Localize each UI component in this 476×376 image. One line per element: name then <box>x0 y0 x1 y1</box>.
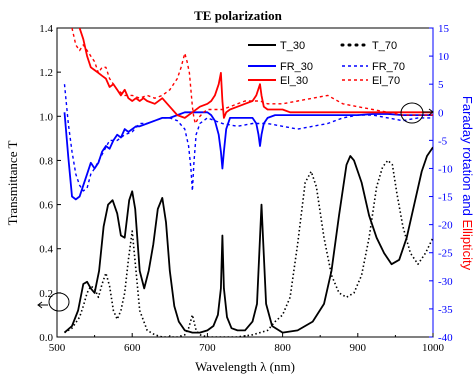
annotation-circle-right <box>400 102 424 124</box>
right-axis-ticks: -40 -35 -30 -25 -20 -15 -10 -5 0 5 10 15 <box>429 23 453 344</box>
left-tick-label: 1.0 <box>39 111 53 123</box>
right-tick-label: -40 <box>438 332 453 344</box>
left-tick-label: 0.0 <box>39 332 53 344</box>
series-line-t30 <box>63 146 433 334</box>
left-axis-ticks: 0.0 0.2 0.4 0.6 0.8 1.0 1.2 1.4 <box>39 23 61 344</box>
x-tick-label: 800 <box>274 342 291 354</box>
right-tick-label: -5 <box>438 135 448 147</box>
legend-label-el30: El_30 <box>280 75 308 87</box>
x-tick-label: 700 <box>199 342 216 354</box>
right-tick-label: -10 <box>438 163 453 175</box>
legend-label-fr70: FR_70 <box>372 61 405 73</box>
annotation-circle-left <box>48 292 70 312</box>
annotation-arrow-right <box>423 108 434 116</box>
legend: T_30 T_70 FR_30 FR_70 El_30 El_70 <box>248 40 405 87</box>
series-line-fr30 <box>63 111 433 201</box>
right-axis-title-and: and <box>460 191 475 220</box>
right-tick-label: 5 <box>438 79 444 91</box>
left-tick-label: 1.2 <box>39 67 53 79</box>
right-tick-label: -15 <box>438 192 453 204</box>
right-tick-label: -25 <box>438 248 453 260</box>
left-tick-label: 0.8 <box>39 155 53 167</box>
right-tick-label: -30 <box>438 276 453 288</box>
series-line-fr70 <box>63 84 433 192</box>
legend-label-el70: El_70 <box>372 75 400 87</box>
right-tick-label: -35 <box>438 304 453 316</box>
right-tick-label: -20 <box>438 220 453 232</box>
series-line-el70 <box>71 28 433 125</box>
left-tick-label: 0.6 <box>39 200 53 212</box>
x-axis-ticks: 500 600 700 800 900 1000 <box>49 333 445 354</box>
x-axis-title: Wavelength λ (nm) <box>195 359 295 374</box>
left-tick-label: 0.2 <box>39 288 53 300</box>
right-tick-label: 0 <box>438 107 444 119</box>
x-tick-label: 500 <box>49 342 66 354</box>
x-tick-label: 1000 <box>422 342 445 354</box>
left-axis-title: Transmittance T <box>5 141 20 226</box>
right-axis-title: Faraday rotation and Ellipticity <box>460 96 475 271</box>
right-axis-title-faraday: Faraday rotation <box>460 96 475 191</box>
right-tick-label: 10 <box>438 51 450 63</box>
x-tick-label: 600 <box>124 342 141 354</box>
series-line-t70 <box>64 159 433 337</box>
left-tick-label: 1.4 <box>39 23 53 35</box>
x-tick-label: 900 <box>350 342 367 354</box>
series-layer <box>63 28 433 337</box>
annotation-arrow-left <box>37 301 48 309</box>
right-axis-title-ellipticity: Ellipticity <box>460 220 475 271</box>
legend-label-t70: T_70 <box>372 40 397 52</box>
chart-title: TE polarization <box>194 8 283 23</box>
legend-label-fr30: FR_30 <box>280 61 313 73</box>
left-tick-label: 0.4 <box>39 244 53 256</box>
legend-label-t30: T_30 <box>280 40 305 52</box>
right-tick-label: 15 <box>438 23 450 35</box>
series-line-el30 <box>78 28 433 119</box>
